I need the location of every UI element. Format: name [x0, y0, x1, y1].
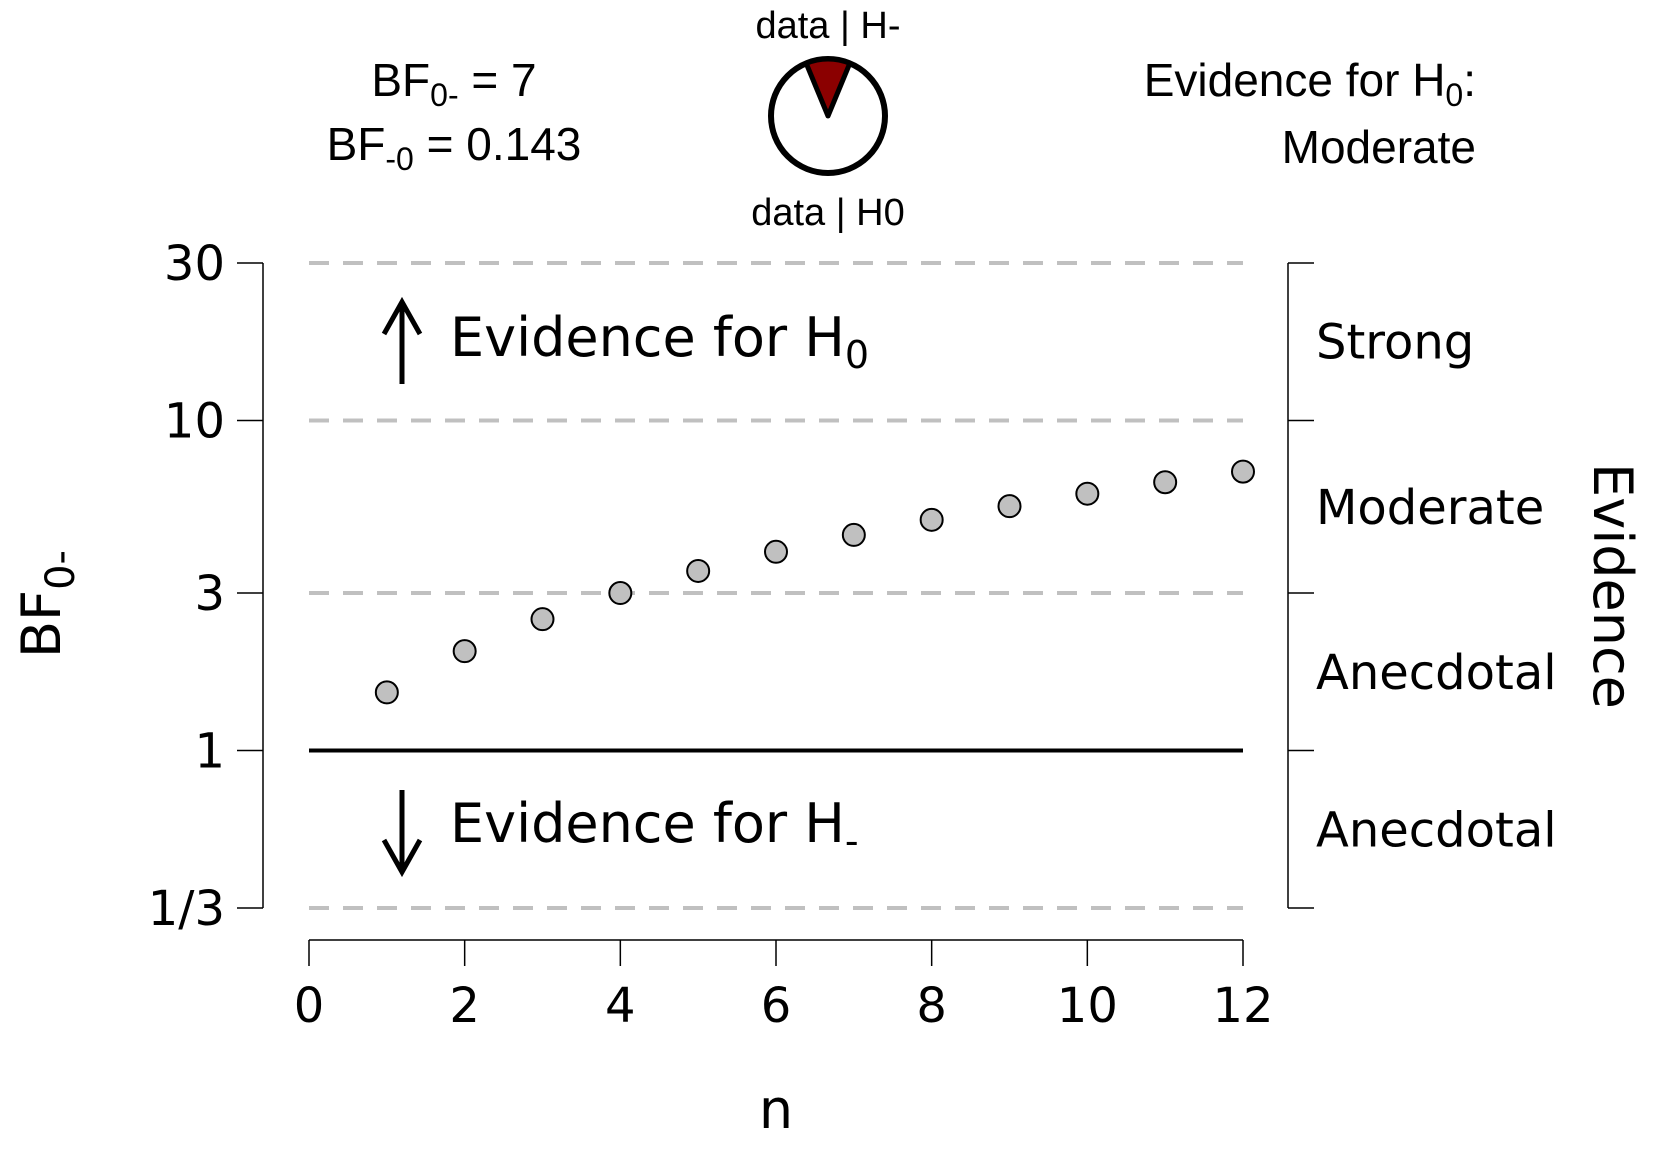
pie-alt-slice: [803, 56, 853, 119]
data-points: [374, 459, 1255, 705]
data-point: [374, 680, 399, 705]
evidence-threshold-lines: [309, 261, 1243, 910]
x-axis-title: n: [759, 1078, 793, 1141]
data-point: [686, 558, 711, 583]
data-point: [608, 581, 633, 606]
up-arrow-icon: [381, 296, 423, 384]
data-point: [919, 507, 944, 532]
evidence-category-label: Anecdotal: [1316, 645, 1557, 701]
y-tick-label: 1: [194, 724, 225, 780]
x-tick-label: 10: [1057, 978, 1118, 1034]
evidence-axis: Strong Moderate Anecdotal Anecdotal: [1287, 262, 1557, 909]
x-tick-label: 4: [605, 978, 636, 1034]
header: BF0- = 7 BF-0 = 0.143 data | H- data | H…: [327, 5, 1476, 234]
y-tick-label: 3: [194, 566, 225, 622]
data-point: [452, 639, 477, 664]
data-point: [764, 539, 788, 564]
y-axis-title: BF0-: [10, 550, 84, 658]
data-point: [1075, 481, 1100, 506]
y-tick-label: 1/3: [148, 881, 225, 937]
evidence-category-label: Anecdotal: [1316, 802, 1557, 858]
x-tick-label: 12: [1212, 978, 1273, 1034]
x-tick-label: 6: [761, 978, 792, 1034]
data-point: [1231, 459, 1255, 484]
pie-top-label: data | H-: [755, 5, 900, 47]
down-arrow-icon: [381, 790, 423, 878]
bf-minus-0-readout: BF-0 = 0.143: [327, 118, 582, 177]
evidence-annotations: Evidence for H0 Evidence for H-: [381, 296, 869, 878]
evidence-for-h0-annotation: Evidence for H0: [450, 306, 869, 377]
y-axis: 1/3 1 3 10 30: [148, 236, 264, 937]
data-point: [530, 607, 555, 632]
x-tick-label: 0: [294, 978, 325, 1034]
data-point: [997, 494, 1022, 519]
x-tick-label: 2: [449, 978, 480, 1034]
evidence-strength-label: Moderate: [1282, 121, 1476, 173]
y-tick-label: 10: [164, 393, 225, 449]
evidence-for-h0-heading: Evidence for H0:: [1144, 54, 1476, 113]
pie-bottom-label: data | H0: [751, 192, 905, 234]
right-axis-title: Evidence: [1581, 463, 1644, 709]
data-point: [841, 522, 866, 547]
evidence-category-label: Strong: [1316, 315, 1474, 371]
prior-posterior-pie: [768, 56, 888, 176]
x-axis: 0 2 4 6 8 10 12: [294, 939, 1274, 1034]
data-point: [1153, 470, 1178, 495]
y-tick-label: 30: [164, 236, 225, 292]
evidence-for-h-minus-annotation: Evidence for H-: [450, 792, 859, 863]
x-tick-label: 8: [916, 978, 947, 1034]
bf-0-minus-readout: BF0- = 7: [371, 54, 536, 113]
evidence-category-label: Moderate: [1316, 480, 1544, 536]
